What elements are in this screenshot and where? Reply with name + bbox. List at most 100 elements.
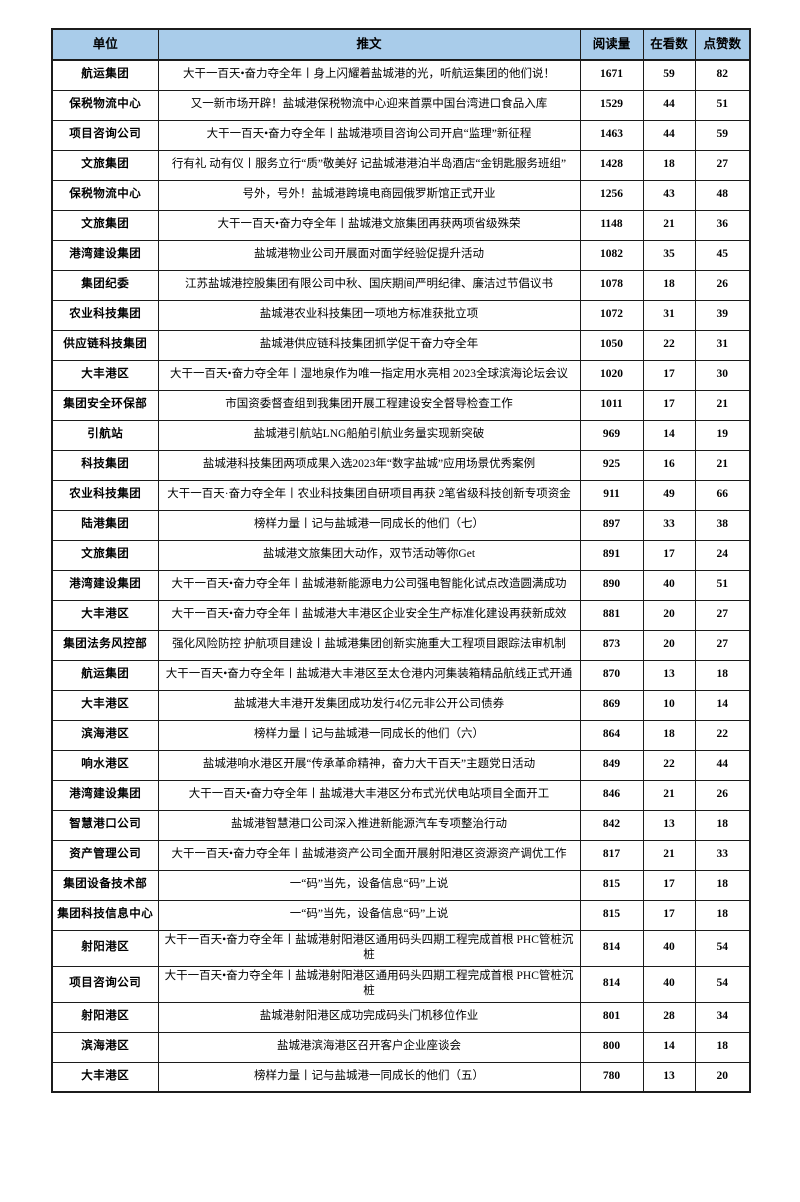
unit-cell: 智慧港口公司 [51, 809, 159, 841]
watching-cell: 21 [642, 779, 696, 811]
watching-cell: 20 [642, 629, 696, 661]
table-row: 大丰港区 榜样力量丨记与盐城港一同成长的他们（五） 780 13 20 [51, 1061, 751, 1093]
watching-cell: 21 [642, 839, 696, 871]
likes-cell: 27 [694, 599, 751, 631]
watching-cell: 43 [642, 179, 696, 211]
unit-cell: 射阳港区 [51, 1001, 159, 1033]
table-row: 保税物流中心 又一新市场开辟！盐城港保税物流中心迎来首票中国台湾进口食品入库 1… [51, 89, 751, 121]
unit-cell: 项目咨询公司 [51, 965, 159, 1003]
table-row: 港湾建设集团 大干一百天•奋力夺全年丨盐城港新能源电力公司强电智能化试点改造圆满… [51, 569, 751, 601]
table-row: 滨海港区 盐城港滨海港区召开客户企业座谈会 800 14 18 [51, 1031, 751, 1063]
likes-cell: 18 [694, 899, 751, 931]
tweet-cell: 大干一百天•奋力夺全年丨盐城港射阳港区通用码头四期工程完成首根 PHC管桩沉桩 [157, 965, 581, 1003]
reads-cell: 864 [579, 719, 644, 751]
likes-cell: 30 [694, 359, 751, 391]
table-row: 智慧港口公司 盐城港智慧港口公司深入推进新能源汽车专项整治行动 842 13 1… [51, 809, 751, 841]
table-row: 港湾建设集团 大干一百天•奋力夺全年丨盐城港大丰港区分布式光伏电站项目全面开工 … [51, 779, 751, 811]
unit-cell: 项目咨询公司 [51, 119, 159, 151]
likes-cell: 18 [694, 809, 751, 841]
tweet-cell: 江苏盐城港控股集团有限公司中秋、国庆期间严明纪律、廉洁过节倡议书 [157, 269, 581, 301]
unit-cell: 港湾建设集团 [51, 239, 159, 271]
table-row: 集团设备技术部 一“码”当先，设备信息“码”上说 815 17 18 [51, 869, 751, 901]
reads-cell: 842 [579, 809, 644, 841]
table-row: 港湾建设集团 盐城港物业公司开展面对面学经验促提升活动 1082 35 45 [51, 239, 751, 271]
watching-cell: 22 [642, 749, 696, 781]
header-unit: 单位 [51, 28, 159, 61]
watching-cell: 59 [642, 59, 696, 91]
tweet-cell: 市国资委督查组到我集团开展工程建设安全督导检查工作 [157, 389, 581, 421]
table-body: 航运集团 大干一百天•奋力夺全年丨身上闪耀着盐城港的光，听航运集团的他们说！ 1… [51, 59, 751, 1093]
reads-cell: 780 [579, 1061, 644, 1093]
reads-cell: 969 [579, 419, 644, 451]
likes-cell: 45 [694, 239, 751, 271]
table-row: 航运集团 大干一百天•奋力夺全年丨盐城港大丰港区至太仓港内河集装箱精品航线正式开… [51, 659, 751, 691]
likes-cell: 31 [694, 329, 751, 361]
reads-cell: 817 [579, 839, 644, 871]
likes-cell: 21 [694, 449, 751, 481]
watching-cell: 31 [642, 299, 696, 331]
header-watching: 在看数 [642, 28, 696, 61]
watching-cell: 16 [642, 449, 696, 481]
likes-cell: 27 [694, 149, 751, 181]
tweet-cell: 大干一百天•奋力夺全年丨盐城港新能源电力公司强电智能化试点改造圆满成功 [157, 569, 581, 601]
likes-cell: 66 [694, 479, 751, 511]
likes-cell: 26 [694, 779, 751, 811]
tweet-cell: 盐城港大丰港开发集团成功发行4亿元非公开公司债券 [157, 689, 581, 721]
unit-cell: 农业科技集团 [51, 299, 159, 331]
likes-cell: 22 [694, 719, 751, 751]
header-row: 单位 推文 阅读量 在看数 点赞数 [51, 28, 751, 61]
likes-cell: 48 [694, 179, 751, 211]
reads-cell: 801 [579, 1001, 644, 1033]
watching-cell: 17 [642, 389, 696, 421]
watching-cell: 10 [642, 689, 696, 721]
unit-cell: 文旅集团 [51, 539, 159, 571]
unit-cell: 资产管理公司 [51, 839, 159, 871]
likes-cell: 26 [694, 269, 751, 301]
reads-cell: 815 [579, 869, 644, 901]
table-row: 科技集团 盐城港科技集团两项成果入选2023年“数字盐城”应用场景优秀案例 92… [51, 449, 751, 481]
reads-cell: 881 [579, 599, 644, 631]
table-row: 射阳港区 大干一百天•奋力夺全年丨盐城港射阳港区通用码头四期工程完成首根 PHC… [51, 929, 751, 967]
tweet-cell: 大干一百天•奋力夺全年丨身上闪耀着盐城港的光，听航运集团的他们说！ [157, 59, 581, 91]
watching-cell: 17 [642, 539, 696, 571]
table-row: 射阳港区 盐城港射阳港区成功完成码头门机移位作业 801 28 34 [51, 1001, 751, 1033]
likes-cell: 18 [694, 1031, 751, 1063]
unit-cell: 农业科技集团 [51, 479, 159, 511]
watching-cell: 14 [642, 1031, 696, 1063]
unit-cell: 响水港区 [51, 749, 159, 781]
unit-cell: 港湾建设集团 [51, 779, 159, 811]
document-page: 单位 推文 阅读量 在看数 点赞数 航运集团 大干一百天•奋力夺全年丨身上闪耀着… [0, 28, 800, 1202]
unit-cell: 航运集团 [51, 59, 159, 91]
tweet-cell: 大干一百天•奋力夺全年丨盐城港项目咨询公司开启“监理”新征程 [157, 119, 581, 151]
reads-cell: 890 [579, 569, 644, 601]
tweet-cell: 大干一百天•奋力夺全年丨盐城港文旅集团再获两项省级殊荣 [157, 209, 581, 241]
likes-cell: 59 [694, 119, 751, 151]
tweet-cell: 大干一百天•奋力夺全年丨盐城港资产公司全面开展射阳港区资源资产调优工作 [157, 839, 581, 871]
unit-cell: 集团纪委 [51, 269, 159, 301]
tweet-cell: 大干一百天•奋力夺全年丨盐城港大丰港区至太仓港内河集装箱精品航线正式开通 [157, 659, 581, 691]
unit-cell: 港湾建设集团 [51, 569, 159, 601]
unit-cell: 射阳港区 [51, 929, 159, 967]
unit-cell: 集团法务风控部 [51, 629, 159, 661]
tweet-cell: 行有礼 动有仪丨服务立行“质”敬美好 记盐城港港泊半岛酒店“金钥匙服务班组” [157, 149, 581, 181]
unit-cell: 集团安全环保部 [51, 389, 159, 421]
likes-cell: 51 [694, 569, 751, 601]
reads-cell: 870 [579, 659, 644, 691]
likes-cell: 18 [694, 869, 751, 901]
table-header: 单位 推文 阅读量 在看数 点赞数 [51, 28, 751, 61]
likes-cell: 38 [694, 509, 751, 541]
table-row: 文旅集团 行有礼 动有仪丨服务立行“质”敬美好 记盐城港港泊半岛酒店“金钥匙服务… [51, 149, 751, 181]
likes-cell: 54 [694, 965, 751, 1003]
reads-cell: 1463 [579, 119, 644, 151]
table-row: 大丰港区 盐城港大丰港开发集团成功发行4亿元非公开公司债券 869 10 14 [51, 689, 751, 721]
reads-cell: 800 [579, 1031, 644, 1063]
reads-cell: 1082 [579, 239, 644, 271]
watching-cell: 17 [642, 899, 696, 931]
table-row: 项目咨询公司 大干一百天•奋力夺全年丨盐城港射阳港区通用码头四期工程完成首根 P… [51, 965, 751, 1003]
likes-cell: 21 [694, 389, 751, 421]
likes-cell: 44 [694, 749, 751, 781]
watching-cell: 49 [642, 479, 696, 511]
reads-cell: 925 [579, 449, 644, 481]
unit-cell: 滨海港区 [51, 719, 159, 751]
tweet-cell: 盐城港供应链科技集团抓学促干奋力夺全年 [157, 329, 581, 361]
